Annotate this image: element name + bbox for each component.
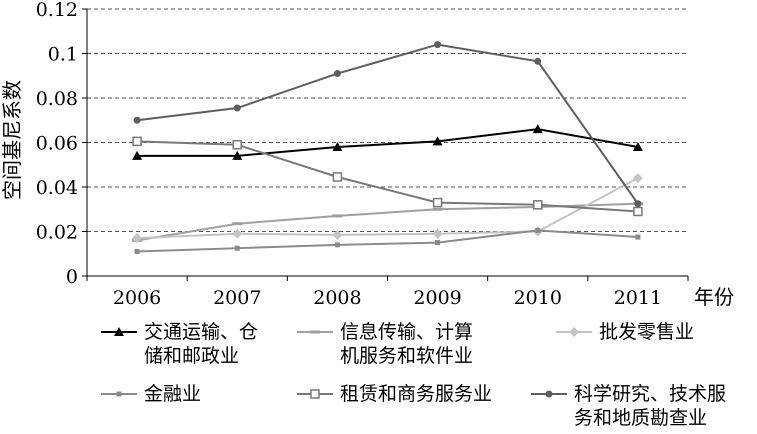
legend-swatch bbox=[101, 391, 137, 397]
legend-item: 金融业 bbox=[100, 382, 201, 406]
data-point bbox=[332, 229, 343, 240]
legend-swatch-marker bbox=[116, 391, 122, 397]
x-tick-label: 2011 bbox=[614, 287, 662, 309]
x-tick-label: 2006 bbox=[113, 287, 161, 309]
data-point bbox=[634, 200, 642, 208]
x-axis-label: 年份 bbox=[694, 285, 734, 309]
data-point bbox=[332, 214, 343, 218]
series-lines bbox=[132, 41, 643, 255]
legend-swatch bbox=[556, 327, 592, 337]
series-3 bbox=[134, 227, 641, 255]
data-point bbox=[334, 242, 340, 248]
legend: 交通运输、仓 储和邮政业 信息传输、计算 机服务和软件业 批发零售业金融业 租赁和商务… bbox=[100, 320, 755, 432]
legend-label: 批发零售业 bbox=[599, 321, 695, 343]
data-point bbox=[435, 240, 441, 246]
legend-swatch-marker bbox=[310, 389, 320, 399]
legend-swatch-marker bbox=[310, 330, 320, 334]
legend-item: 科学研究、技术服 务和地质勘查业 bbox=[530, 382, 726, 430]
data-point bbox=[232, 228, 243, 239]
data-point bbox=[232, 139, 242, 150]
data-point bbox=[535, 227, 541, 233]
data-point bbox=[332, 141, 343, 151]
legend-item: 租赁和商务服务业 bbox=[296, 382, 492, 406]
data-point bbox=[533, 200, 543, 210]
legend-label: 交通运输、仓 储和邮政业 bbox=[144, 321, 259, 367]
series-line bbox=[137, 128, 639, 157]
legend-swatch-marker bbox=[545, 390, 553, 398]
data-point bbox=[632, 141, 643, 151]
data-point bbox=[632, 173, 643, 184]
series-4 bbox=[132, 136, 643, 217]
legend-swatch bbox=[101, 327, 137, 336]
series-5 bbox=[133, 41, 642, 208]
y-tick-label: 0.08 bbox=[36, 88, 78, 110]
y-tick-label: 0.02 bbox=[36, 222, 78, 244]
grid-lines bbox=[87, 8, 688, 232]
data-point bbox=[432, 228, 443, 239]
legend-label: 科学研究、技术服 务和地质勘查业 bbox=[574, 383, 727, 429]
data-point bbox=[432, 197, 443, 208]
series-line bbox=[137, 229, 638, 253]
line-chart: 00.020.040.060.080.10.12 2006 2007 2008 200… bbox=[0, 0, 734, 309]
y-axis-label: 空间基尼系数 bbox=[0, 80, 24, 200]
data-point bbox=[432, 136, 443, 146]
legend-swatch bbox=[297, 330, 333, 334]
y-tick-labels: 0 0.02 0.04 0.06 0.08 0.1 0.12 bbox=[36, 0, 78, 288]
legend-item: 批发零售业 bbox=[555, 320, 694, 344]
legend-label: 租赁和商务服务业 bbox=[340, 383, 493, 405]
data-point bbox=[232, 222, 243, 226]
series-line bbox=[137, 140, 638, 213]
data-point bbox=[132, 233, 143, 244]
x-tick-labels: 2006 2007 2008 2009 2010 2011 bbox=[113, 287, 662, 309]
x-tick-label: 2009 bbox=[413, 287, 461, 309]
data-point bbox=[233, 104, 241, 112]
legend-item: 交通运输、仓 储和邮政业 bbox=[100, 320, 258, 368]
series-line bbox=[136, 43, 639, 205]
y-tick-label: 0.06 bbox=[36, 133, 78, 155]
data-point bbox=[332, 172, 343, 182]
axes bbox=[82, 8, 689, 281]
data-point bbox=[532, 124, 543, 134]
data-point bbox=[132, 150, 143, 160]
legend-swatch bbox=[297, 389, 333, 399]
data-point bbox=[635, 234, 641, 240]
data-point bbox=[333, 70, 341, 78]
data-point bbox=[134, 249, 140, 255]
legend-item: 信息传输、计算 机服务和软件业 bbox=[296, 320, 473, 368]
y-tick-label: 0.04 bbox=[36, 177, 78, 199]
x-tick-label: 2010 bbox=[514, 287, 562, 309]
y-tick-label: 0.1 bbox=[48, 44, 78, 66]
x-tick-label: 2008 bbox=[313, 287, 361, 309]
data-point bbox=[434, 41, 442, 49]
series-line bbox=[137, 177, 639, 240]
data-point bbox=[234, 245, 240, 251]
x-tick-label: 2007 bbox=[213, 287, 261, 309]
legend-swatch-marker bbox=[114, 327, 124, 336]
legend-swatch-marker bbox=[569, 327, 579, 337]
legend-label: 金融业 bbox=[144, 383, 202, 405]
data-point bbox=[432, 207, 443, 211]
data-point bbox=[534, 57, 542, 65]
legend-swatch bbox=[531, 390, 567, 398]
data-point bbox=[633, 206, 643, 217]
data-point bbox=[133, 116, 141, 124]
series-0 bbox=[132, 124, 643, 160]
y-tick-label: 0 bbox=[66, 266, 78, 288]
data-point bbox=[132, 136, 142, 147]
y-tick-label: 0.12 bbox=[36, 0, 78, 21]
data-point bbox=[232, 150, 243, 160]
legend-label: 信息传输、计算 机服务和软件业 bbox=[340, 321, 474, 367]
